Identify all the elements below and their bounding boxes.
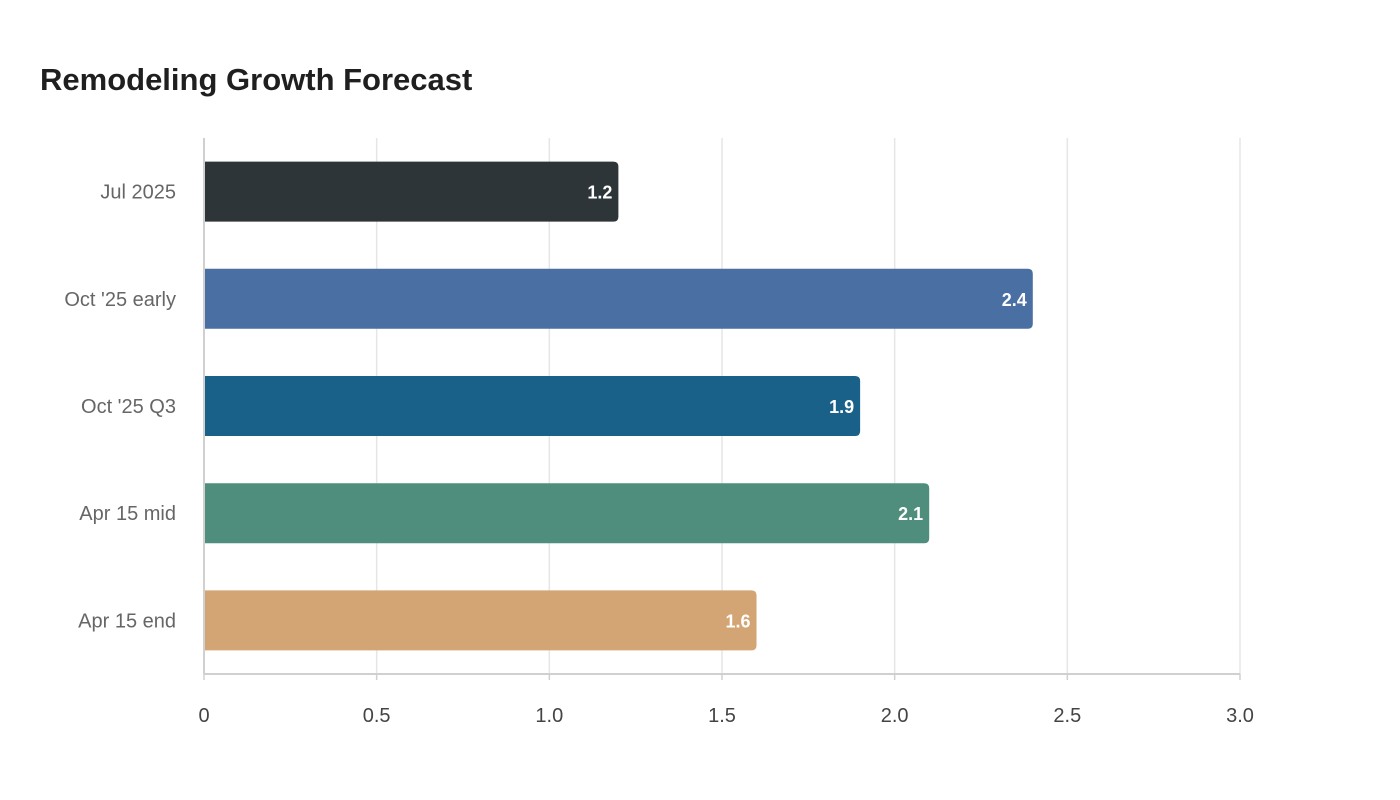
axes <box>203 138 1241 680</box>
bar-value-label: 2.4 <box>1002 290 1027 310</box>
category-label: Apr 15 end <box>78 610 176 632</box>
bar <box>205 483 930 544</box>
bar <box>205 376 861 436</box>
bar-value-label: 2.1 <box>898 504 923 524</box>
x-tick-label: 1.5 <box>708 705 736 727</box>
category-label: Jul 2025 <box>100 182 176 204</box>
x-tick-label: 1.0 <box>535 705 563 727</box>
bar-value-label: 1.9 <box>829 397 854 417</box>
category-label: Oct '25 early <box>64 289 176 311</box>
bar-value-label: 1.2 <box>587 183 612 203</box>
bar <box>205 161 619 222</box>
x-tick-label: 2.0 <box>881 705 909 727</box>
labels: 0 0.5 1.0 1.5 2.0 2.5 3.0 Jul 2025 1.2 Oct '25 ea… <box>64 182 1254 727</box>
bar-value-label: 1.6 <box>726 611 751 631</box>
x-tick-label: 0 <box>198 705 209 727</box>
x-tick-label: 3.0 <box>1226 705 1254 727</box>
chart-title: Remodeling Growth Forecast <box>40 62 473 97</box>
bar <box>205 268 1033 329</box>
category-label: Apr 15 mid <box>79 503 176 525</box>
bars <box>205 161 1033 651</box>
bar <box>205 590 757 651</box>
category-label: Oct '25 Q3 <box>81 396 176 418</box>
x-tick-label: 0.5 <box>363 705 391 727</box>
x-tick-label: 2.5 <box>1053 705 1081 727</box>
